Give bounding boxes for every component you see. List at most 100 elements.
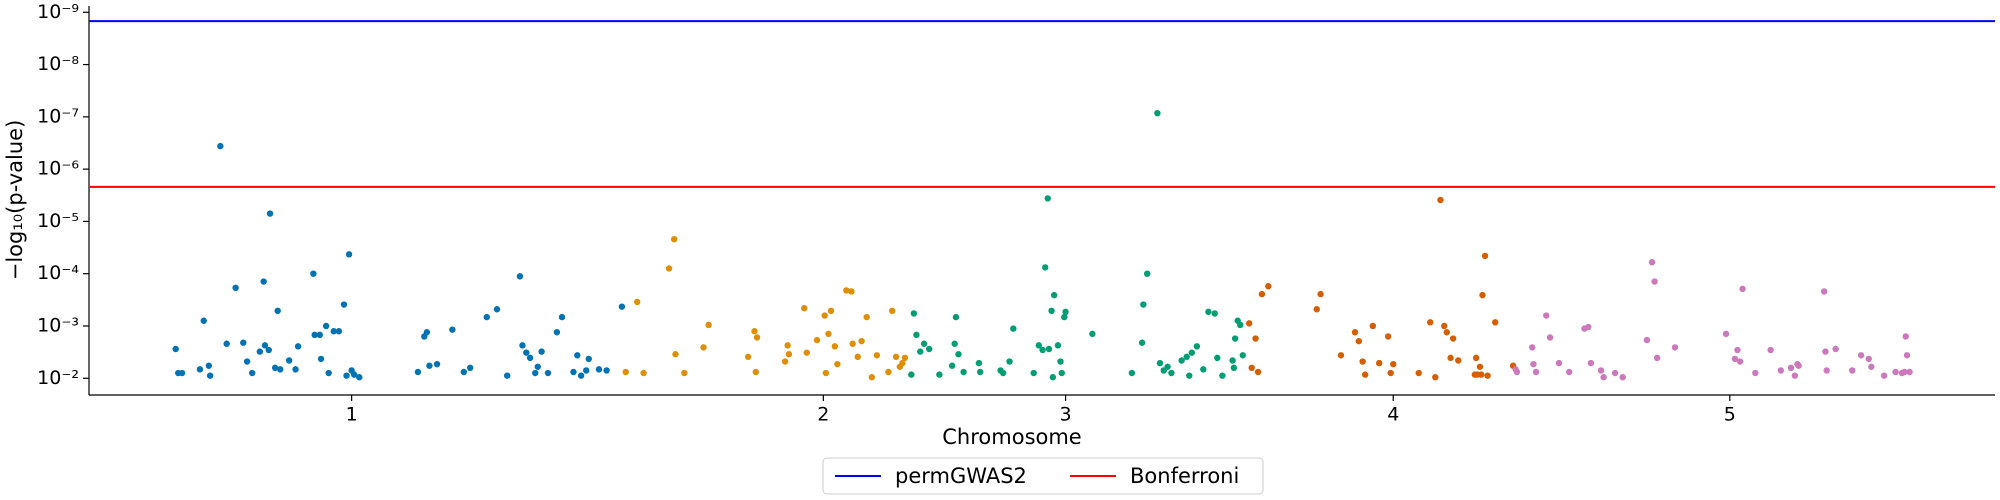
- point: [1478, 371, 1485, 378]
- point: [1648, 258, 1656, 266]
- point: [1546, 334, 1554, 341]
- point: [1054, 342, 1062, 349]
- point: [433, 360, 441, 368]
- x-tick-label: 1: [346, 404, 358, 426]
- point: [271, 364, 279, 372]
- point: [1057, 358, 1064, 365]
- point: [1219, 372, 1226, 379]
- y-tick-label: 10⁻²: [37, 367, 79, 389]
- point: [1823, 367, 1830, 374]
- point: [858, 337, 865, 345]
- point: [843, 287, 850, 294]
- point: [1006, 358, 1013, 365]
- point: [1237, 321, 1244, 329]
- point: [854, 353, 861, 361]
- x-tick-label: 4: [1387, 404, 1399, 426]
- point: [1791, 372, 1799, 379]
- point: [892, 353, 900, 361]
- point: [467, 364, 474, 372]
- legend-label: permGWAS2: [895, 464, 1027, 488]
- point: [1734, 346, 1741, 354]
- point: [1089, 330, 1096, 338]
- point: [1048, 307, 1055, 315]
- point: [574, 352, 581, 359]
- point: [1739, 285, 1746, 293]
- y-tick-label: 10⁻⁹: [37, 1, 79, 23]
- point: [1543, 312, 1550, 319]
- point: [310, 270, 317, 277]
- point: [751, 328, 758, 335]
- point: [1230, 364, 1238, 372]
- point: [670, 235, 678, 243]
- point: [261, 342, 269, 349]
- point: [345, 251, 353, 258]
- point: [1820, 288, 1828, 295]
- point: [803, 349, 810, 356]
- point: [1787, 364, 1795, 372]
- point: [553, 329, 561, 336]
- point: [248, 369, 256, 377]
- point: [873, 352, 881, 359]
- point: [665, 265, 673, 272]
- point: [848, 288, 855, 295]
- point: [1062, 308, 1069, 316]
- point: [265, 346, 272, 354]
- point: [1183, 353, 1190, 361]
- y-tick-label: 10⁻⁶: [37, 158, 79, 180]
- point: [784, 342, 791, 349]
- point: [827, 307, 835, 315]
- point: [1211, 310, 1218, 317]
- point: [1361, 371, 1369, 378]
- point: [1355, 337, 1363, 345]
- point: [1143, 270, 1151, 277]
- point: [1906, 368, 1913, 376]
- point: [1857, 352, 1865, 359]
- point: [277, 366, 284, 373]
- point: [1164, 363, 1171, 370]
- point: [519, 342, 526, 349]
- point: [1041, 264, 1049, 271]
- point: [311, 331, 318, 339]
- point: [1317, 290, 1324, 298]
- legend-label: Bonferroni: [1130, 464, 1239, 488]
- point: [1441, 322, 1448, 330]
- point: [595, 366, 603, 373]
- point: [316, 331, 323, 339]
- point: [1351, 329, 1359, 336]
- point: [1154, 109, 1161, 117]
- point: [1252, 335, 1259, 342]
- point: [200, 317, 207, 324]
- point: [1484, 372, 1491, 379]
- point: [1058, 369, 1065, 377]
- point: [913, 331, 920, 339]
- point: [1050, 291, 1058, 299]
- point: [243, 358, 251, 365]
- point: [1901, 368, 1908, 376]
- point: [752, 368, 759, 376]
- point: [294, 343, 302, 350]
- point: [863, 313, 870, 321]
- point: [1832, 345, 1839, 353]
- point: [1337, 352, 1345, 359]
- point: [1390, 360, 1397, 368]
- point: [178, 369, 186, 377]
- point: [523, 349, 530, 356]
- point: [534, 363, 541, 370]
- point: [825, 330, 832, 338]
- point: [583, 367, 590, 374]
- y-tick-label: 10⁻⁵: [37, 210, 79, 232]
- legend-box: [822, 457, 1264, 495]
- point: [1513, 368, 1521, 376]
- point: [322, 322, 330, 330]
- point: [975, 359, 983, 367]
- point: [831, 343, 839, 350]
- y-tick-label: 10⁻⁸: [37, 53, 79, 75]
- point: [785, 351, 793, 358]
- point: [849, 340, 856, 347]
- point: [948, 362, 956, 369]
- point: [260, 278, 267, 285]
- point: [999, 369, 1007, 377]
- point: [1168, 369, 1175, 377]
- point: [822, 369, 830, 377]
- point: [681, 369, 688, 377]
